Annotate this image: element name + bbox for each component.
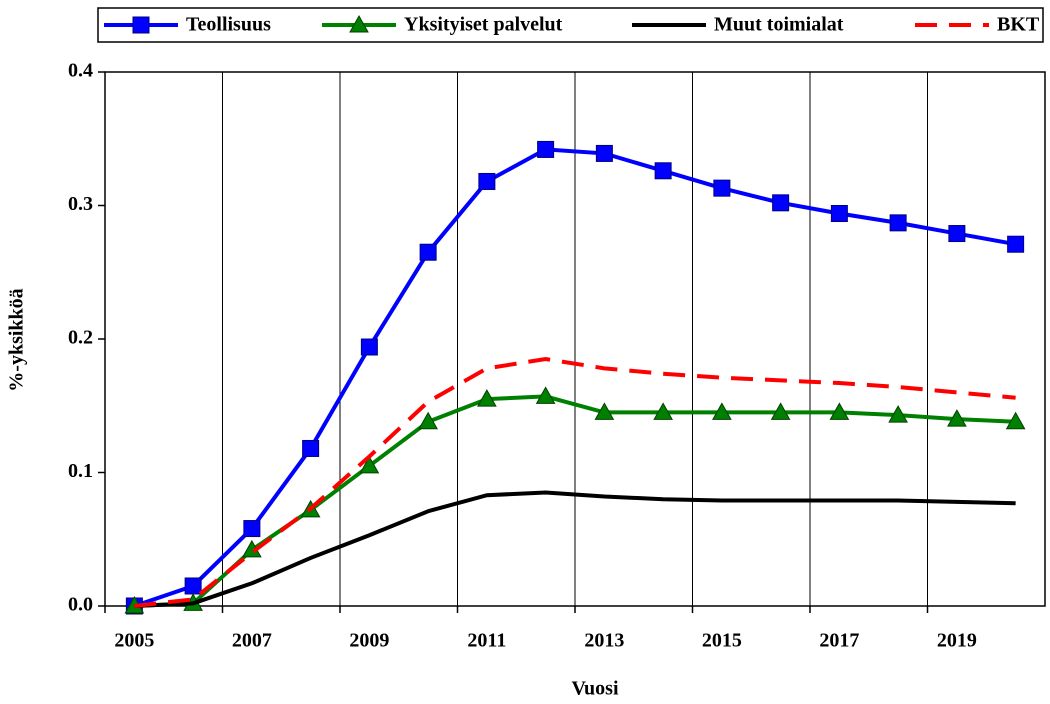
marker [770,402,791,420]
x-tick-label: 2005 [114,630,154,652]
legend-box [97,7,1044,43]
legend-marker [132,16,150,34]
x-tick-label: 2011 [467,630,506,652]
x-tick-label: 2009 [349,630,389,652]
marker [653,402,673,420]
marker [1007,235,1025,253]
y-tick-label: 0.1 [68,460,93,482]
marker [712,402,732,420]
legend-label: Yksityiset palvelut [404,14,563,36]
x-tick-label: 2019 [937,630,977,652]
marker [359,455,380,474]
marker [184,577,202,595]
x-axis-label: Vuosi [571,678,619,700]
legend-label: Teollisuus [186,14,271,36]
marker [830,205,848,223]
marker [713,179,731,197]
marker [537,140,555,158]
series-line [134,490,1016,608]
marker [594,402,615,420]
marker [1005,411,1026,430]
marker [888,405,908,423]
x-tick-label: 2017 [819,630,859,652]
marker [889,214,907,232]
marker [418,411,438,430]
y-tick-label: 0.0 [68,594,93,616]
marker [360,338,378,356]
marker [654,162,672,180]
series-line [133,147,1016,608]
y-axis-label: %-yksikköä [6,288,28,391]
legend-marker [349,14,369,33]
x-tick-label: 2015 [702,630,742,652]
marker [829,402,850,420]
legend-label: BKT [997,14,1040,36]
y-tick-label: 0.2 [68,327,93,349]
marker [595,144,613,162]
x-tick-label: 2007 [232,630,272,652]
marker [419,243,437,261]
y-tick-label: 0.3 [68,193,93,215]
legend-label: Muut toimialat [714,14,844,36]
x-tick-label: 2013 [584,630,624,652]
marker [477,389,497,407]
marker [243,520,261,538]
marker [302,439,320,457]
marker [478,172,496,190]
marker [947,409,967,427]
marker [772,194,790,212]
y-tick-label: 0.4 [68,60,93,82]
marker [535,386,556,404]
series-line [134,356,1016,608]
marker [948,225,966,243]
